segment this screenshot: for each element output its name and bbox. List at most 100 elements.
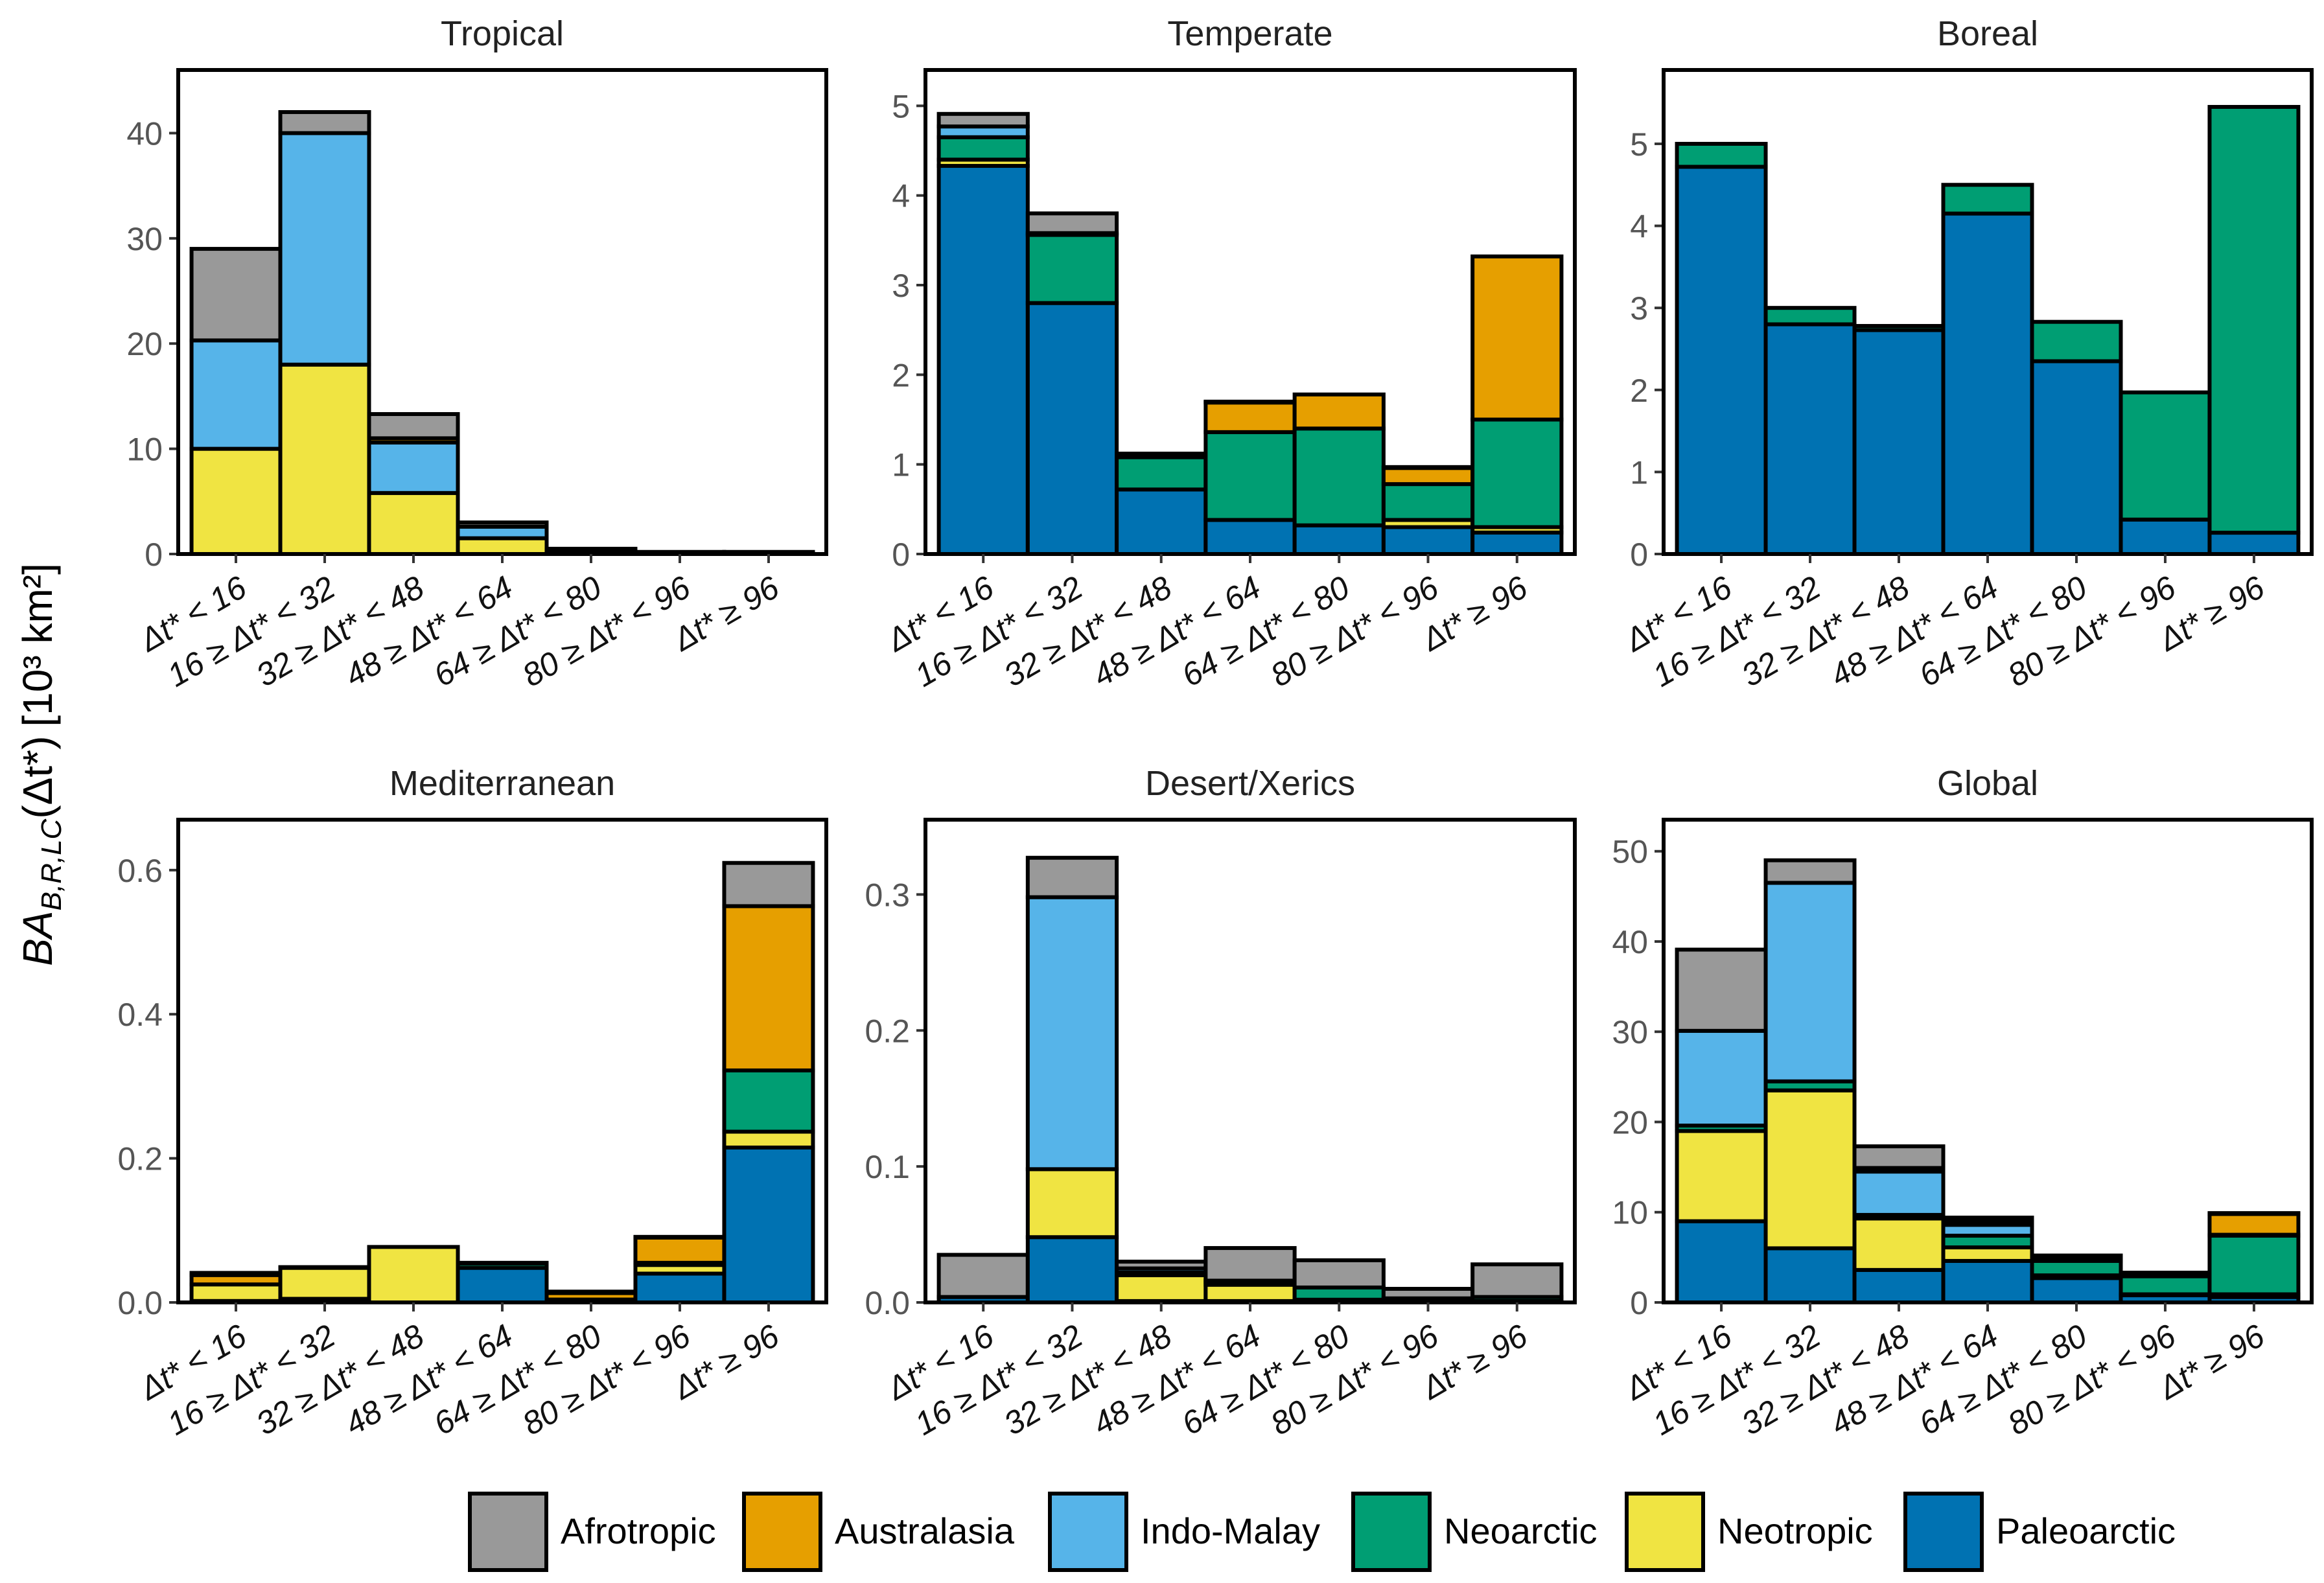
legend-item-australasia: Australasia (742, 1492, 1015, 1572)
bar-segment-indo-malay (1763, 881, 1857, 1083)
bar-segment-paleoarctic (1852, 328, 1946, 556)
y-tick-label: 0.0 (117, 1285, 163, 1321)
bar-segment-afrotropic (278, 1265, 371, 1270)
legend: Afrotropic Australasia Indo-Malay Neoarctic… (468, 1492, 2176, 1572)
legend-swatch (742, 1492, 822, 1572)
y-tick-label: 4 (1630, 209, 1648, 245)
y-tick-label: 4 (892, 178, 910, 214)
bar-segment-paleoarctic (1292, 523, 1386, 557)
y-tick-label: 30 (1612, 1014, 1648, 1050)
bar-segment-neoarctic (1381, 482, 1475, 522)
legend-swatch (1351, 1492, 1432, 1572)
bar-segment-afrotropic (1381, 1287, 1475, 1300)
bar-segment-afrotropic (456, 520, 549, 529)
legend-label: Neotropic (1717, 1510, 1873, 1551)
bar-segment-afrotropic (1941, 1216, 2034, 1223)
bar-segment-australasia (1381, 466, 1475, 487)
bar-segment-afrotropic (936, 111, 1030, 129)
bar-segment-neoarctic (1941, 183, 2034, 216)
bar-segment-paleoarctic (1203, 518, 1297, 557)
bar-segment-afrotropic (544, 1289, 638, 1295)
svg-text:BAB,R,LC(Δt*)[10³ km²]: BAB,R,LC(Δt*) [10³ km²] (14, 563, 67, 966)
bar-segment-afrotropic (367, 412, 460, 441)
bar-segment-australasia (722, 904, 815, 1072)
bar-segment-neotropic (1675, 1129, 1768, 1223)
bar-segment-neotropic (1941, 1245, 2034, 1263)
legend-swatch (1048, 1492, 1128, 1572)
y-tick-label: 40 (126, 115, 163, 152)
bar-segment-neoarctic (2030, 1258, 2123, 1278)
bar-segment-paleoarctic (1115, 487, 1208, 557)
panel-title: Global (1937, 764, 2038, 803)
y-tick-label: 0.0 (865, 1285, 910, 1321)
bar-segment-neoarctic (1470, 417, 1564, 529)
bar-segment-afrotropic (544, 546, 638, 552)
bar-segment-afrotropic (456, 1260, 549, 1265)
bar-segment-indo-malay (1675, 1028, 1768, 1128)
bar-segment-paleoarctic (1763, 1246, 1857, 1305)
y-axis-label-units: [10³ km²] (14, 563, 61, 726)
bar-segment-afrotropic (1203, 1246, 1297, 1283)
bar-segment-afrotropic (936, 1253, 1030, 1299)
y-tick-label: 3 (892, 268, 910, 304)
panel-title: Boreal (1937, 14, 2038, 53)
bar-segment-australasia (1292, 392, 1386, 431)
legend-item-neotropic: Neotropic (1625, 1492, 1873, 1572)
legend-swatch (468, 1492, 548, 1572)
bar-segment-paleoarctic (722, 1145, 815, 1305)
y-axis-label: BAB,R,LC(Δt*) [10³ km²] (14, 563, 67, 966)
panel-title: Desert/Xerics (1145, 764, 1355, 803)
bar-segment-neotropic (1115, 1273, 1208, 1303)
bar-segment-afrotropic (633, 1234, 726, 1240)
bar-segment-neotropic (367, 491, 460, 557)
y-tick-label: 50 (1612, 834, 1648, 870)
bar-segment-neoarctic (2207, 1233, 2301, 1297)
bar-segment-afrotropic (1115, 452, 1208, 459)
legend-item-paleoarctic: Paleoarctic (1903, 1492, 2176, 1572)
bar-segment-neoarctic (1763, 306, 1857, 327)
bar-segment-neotropic (367, 1245, 460, 1305)
bar-segment-afrotropic (189, 247, 283, 343)
y-tick-label: 0 (1630, 1285, 1648, 1321)
bar-segment-paleoarctic (1941, 1258, 2034, 1305)
bar-segment-paleoarctic (456, 1265, 549, 1304)
bar-segment-afrotropic (1025, 855, 1119, 899)
y-tick-label: 0 (145, 537, 163, 573)
bar-segment-afrotropic (1292, 1258, 1386, 1289)
y-tick-label: 3 (1630, 290, 1648, 327)
y-tick-label: 0.6 (117, 853, 163, 889)
bar-segment-indo-malay (189, 338, 283, 451)
y-tick-label: 0 (1630, 537, 1648, 573)
y-axis-label-symbol: BA (14, 910, 61, 965)
bar-segment-indo-malay (367, 440, 460, 495)
bar-segment-paleoarctic (1852, 1267, 1946, 1304)
legend-label: Australasia (835, 1510, 1015, 1551)
bar-segment-neotropic (1763, 1088, 1857, 1251)
bar-segment-afrotropic (1025, 211, 1119, 235)
bar-segment-afrotropic (1381, 465, 1475, 470)
y-tick-label: 10 (126, 432, 163, 468)
bar-segment-australasia (2207, 1212, 2301, 1237)
bar-segment-paleoarctic (1763, 322, 1857, 556)
y-tick-label: 1 (892, 447, 910, 483)
legend-item-neoarctic: Neoarctic (1351, 1492, 1598, 1572)
bar-segment-afrotropic (189, 1271, 283, 1277)
y-tick-label: 0.1 (865, 1149, 910, 1185)
bar-segment-paleoarctic (1675, 165, 1768, 556)
bar-segment-neotropic (456, 536, 549, 556)
y-tick-label: 10 (1612, 1195, 1648, 1231)
bar-segment-neotropic (1203, 1282, 1297, 1303)
bar-segment-afrotropic (1763, 858, 1857, 885)
bar-segment-neotropic (278, 1265, 371, 1301)
legend-swatch (1625, 1492, 1705, 1572)
bar-segment-afrotropic (1675, 947, 1768, 1033)
bar-segment-neoarctic (2119, 1274, 2212, 1297)
legend-label: Paleoarctic (1996, 1510, 2176, 1551)
y-tick-label: 1 (1630, 454, 1648, 491)
